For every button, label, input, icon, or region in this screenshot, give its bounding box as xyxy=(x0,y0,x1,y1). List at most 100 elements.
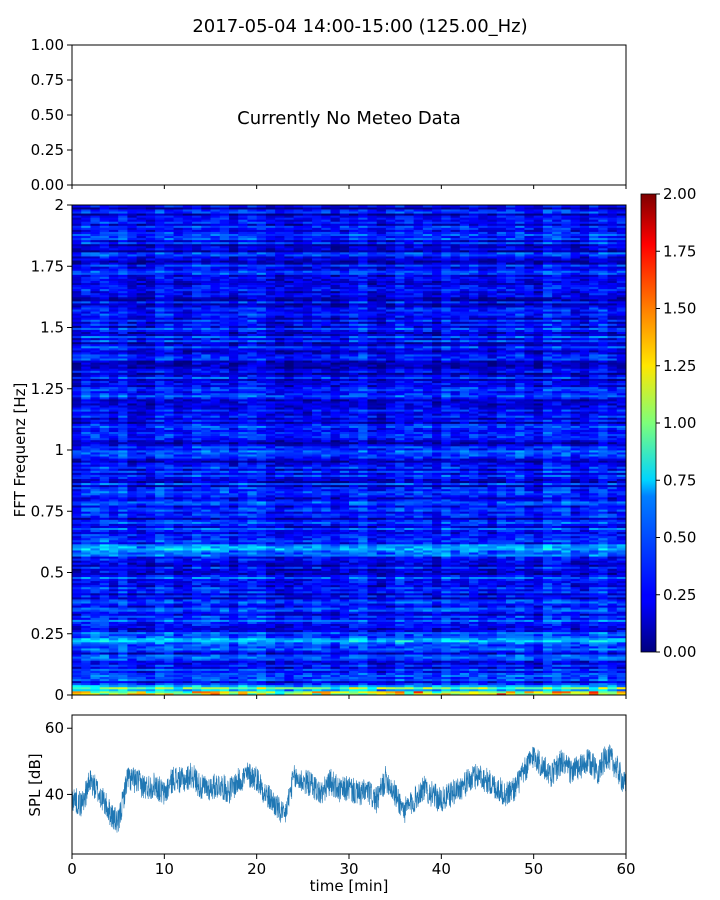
spectrogram-cell xyxy=(81,605,91,608)
spectrogram-cell xyxy=(358,611,368,614)
spectrogram-cell xyxy=(201,670,211,673)
spectrogram-cell xyxy=(358,594,368,598)
spectrogram-cell xyxy=(561,652,571,655)
spectrogram-cell xyxy=(413,680,424,684)
spectrogram-cell xyxy=(201,617,211,620)
spectrogram-cell xyxy=(238,672,248,675)
spectrogram-cell xyxy=(302,648,313,651)
spectrogram-cell xyxy=(561,656,571,659)
spectrogram-cell xyxy=(284,672,294,675)
spectrogram-cell xyxy=(164,629,174,633)
spectrogram-cell xyxy=(533,625,544,629)
spectrogram-cell xyxy=(376,617,387,620)
spectrogram-cell xyxy=(450,650,461,653)
spectrogram-cell xyxy=(441,662,451,665)
spectrogram-cell xyxy=(284,641,294,645)
spectrogram-cell xyxy=(127,627,138,631)
spectrogram-cell xyxy=(561,664,571,667)
spectrogram-cell xyxy=(422,613,433,616)
spectrogram-cell xyxy=(607,629,618,633)
spectrogram-cell xyxy=(173,635,184,639)
spectrogram-cell xyxy=(358,607,368,610)
spectrogram-cell xyxy=(145,609,156,612)
spectrogram-cell xyxy=(99,607,110,610)
spectrogram-cell xyxy=(330,670,341,673)
spectrogram-cell xyxy=(413,684,424,688)
spectrogram-cell xyxy=(487,603,498,606)
spectrogram-cell xyxy=(367,658,378,661)
spectrogram-cell xyxy=(367,666,378,669)
spectrogram-cell xyxy=(469,676,479,680)
spectrogram-cell xyxy=(293,682,304,686)
spectrogram-cell xyxy=(552,627,562,631)
spectrogram-cell xyxy=(99,678,110,682)
spectrogram-cell xyxy=(210,688,221,692)
spectrogram-cell xyxy=(164,678,174,682)
spectrogram-cell xyxy=(524,601,535,604)
spectrogram-cell xyxy=(450,597,461,600)
spectrogram-cell xyxy=(90,623,101,626)
spectrogram-cell xyxy=(192,633,202,637)
spectrogram-cell xyxy=(441,625,451,629)
spectrogram-cell xyxy=(192,674,202,678)
spectrogram-cell xyxy=(312,637,322,641)
spectrogram-cell xyxy=(552,686,562,690)
meteo-y-tick-label: 1.00 xyxy=(31,36,64,54)
spectrogram-cell xyxy=(247,686,258,690)
spectrogram-cell xyxy=(349,611,359,614)
spectrogram-cell xyxy=(127,656,138,659)
spectrogram-cell xyxy=(275,668,285,671)
spectrogram-cell xyxy=(459,670,470,673)
spectrogram-cell xyxy=(422,648,433,651)
spectrogram-cell xyxy=(469,692,479,696)
spectrogram-cell xyxy=(201,664,211,667)
spectrogram-cell xyxy=(450,641,461,645)
spectrogram-cell xyxy=(219,629,230,633)
spectrogram-cell xyxy=(99,619,110,622)
spectrogram-cell xyxy=(330,690,341,694)
spectrogram-cell xyxy=(256,599,267,602)
spectrogram-cell xyxy=(210,690,221,694)
spectrogram-cell xyxy=(505,617,516,620)
spectrogram-cell xyxy=(459,686,470,690)
spectrogram-cell xyxy=(127,658,138,661)
spectrogram-cell xyxy=(450,670,461,673)
spectrogram-cell xyxy=(589,664,599,667)
spectrogram-cell xyxy=(459,615,470,618)
spectrogram-cell xyxy=(118,692,128,696)
spectrogram-cell xyxy=(376,650,387,653)
spectrogram-cell xyxy=(228,680,239,684)
spectrogram-cell xyxy=(312,633,322,637)
spectrogram-cell xyxy=(247,615,258,618)
spectrogram-cell xyxy=(136,668,147,671)
spectrogram-cell xyxy=(459,637,470,641)
spectrogram-cell xyxy=(182,692,193,696)
spectrogram-cell xyxy=(256,676,267,680)
spectrogram-cell xyxy=(450,646,461,649)
spectrogram-cell xyxy=(478,680,488,684)
spectrogram-cell xyxy=(607,682,618,686)
spectrogram-cell xyxy=(432,666,442,669)
spectrogram-cell xyxy=(247,601,258,604)
spectrogram-cell xyxy=(367,664,378,667)
spectrogram-cell xyxy=(376,609,387,612)
spectrogram-cell xyxy=(247,641,258,645)
spectrogram-cell xyxy=(459,658,470,661)
spectrogram-cell xyxy=(478,597,488,600)
spectrogram-cell xyxy=(81,682,91,686)
spectrogram-cell xyxy=(469,601,479,604)
spectrogram-cell xyxy=(542,627,553,631)
spectrogram-cell xyxy=(265,690,276,694)
spectrogram-cell xyxy=(552,611,562,614)
spectrogram-cell xyxy=(238,623,248,626)
spectrogram-cell xyxy=(422,603,433,606)
spectrogram-cell xyxy=(552,654,562,657)
spectrogram-cell xyxy=(404,615,415,618)
spectrogram-cell xyxy=(302,635,313,639)
spectrogram-cell xyxy=(422,678,433,682)
spectrogram-cell xyxy=(561,660,571,663)
spectrogram-cell xyxy=(256,648,267,651)
spectrogram-cell xyxy=(173,609,184,612)
spectrogram-cell xyxy=(505,623,516,626)
spectrogram-cell xyxy=(413,692,424,696)
